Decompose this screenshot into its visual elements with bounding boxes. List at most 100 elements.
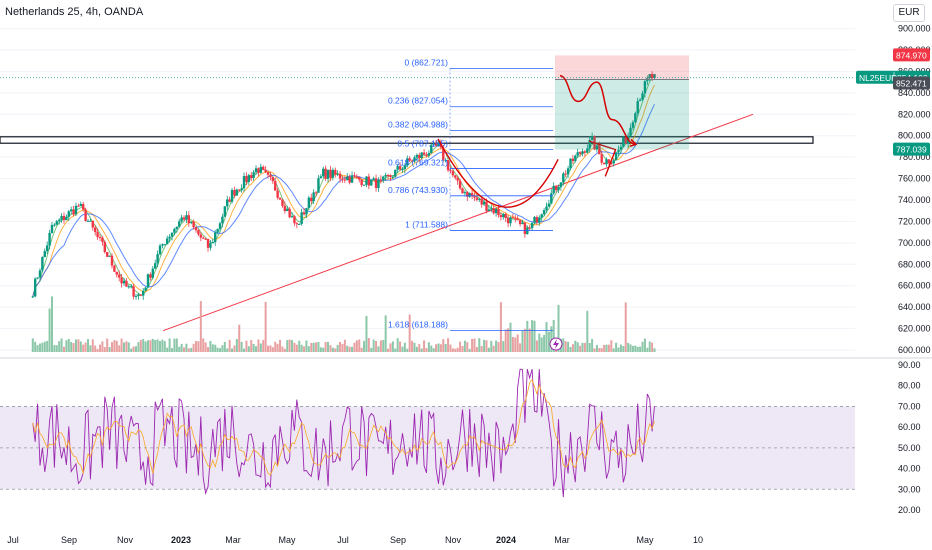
volume-bar	[223, 341, 226, 352]
volume-bar	[586, 310, 589, 352]
volume-bar	[298, 340, 301, 352]
volume-bar	[185, 343, 188, 352]
volume-bar	[53, 345, 56, 352]
volume-bar	[221, 345, 224, 352]
candle-body	[458, 180, 462, 189]
candle-body	[595, 145, 599, 150]
volume-bar	[115, 340, 118, 352]
volume-bar	[103, 347, 106, 352]
candle-body	[401, 169, 404, 171]
candle-body	[379, 179, 383, 181]
candle-body	[48, 232, 51, 246]
volume-bar	[151, 338, 154, 352]
volume-bar	[276, 343, 279, 352]
volume-bar	[197, 341, 200, 352]
volume-bar	[305, 340, 308, 352]
candle-body	[293, 216, 296, 224]
candle-body	[288, 208, 291, 218]
volume-bar	[394, 348, 397, 352]
volume-bar	[271, 347, 274, 352]
volume-bar	[533, 320, 536, 352]
volume-bar	[535, 340, 538, 352]
volume-bar	[55, 345, 58, 352]
volume-bar	[435, 344, 438, 352]
candle-body	[545, 206, 548, 211]
volume-bar	[636, 346, 639, 352]
volume-bar	[643, 338, 646, 352]
ticker-name: NL25EUR	[859, 73, 897, 83]
candle-body	[650, 74, 654, 79]
volume-bar	[639, 346, 642, 352]
volume-bar	[288, 339, 291, 352]
candle-body	[398, 166, 402, 170]
candle-body	[389, 175, 392, 177]
candle-body	[542, 210, 546, 215]
volume-bar	[180, 343, 183, 352]
volume-bar	[231, 348, 234, 352]
candle-body	[156, 254, 159, 264]
candle-body	[199, 234, 203, 238]
price-axis-label: 620.000	[898, 324, 931, 334]
volume-bar	[257, 339, 260, 352]
candle-body	[331, 169, 335, 178]
candle-body	[554, 185, 558, 191]
candle-body	[86, 220, 90, 222]
candle-body	[590, 136, 594, 140]
volume-bar	[132, 346, 135, 352]
candle-body	[622, 137, 625, 147]
price-axis-label: 740.000	[898, 195, 931, 205]
lightning-glyph	[553, 339, 559, 349]
candle-body	[96, 232, 99, 237]
candle-body	[38, 270, 42, 278]
candle-body	[77, 205, 80, 207]
candle-body	[286, 208, 289, 212]
rsi-axis-label: 60.00	[898, 422, 921, 432]
candle-body	[329, 169, 332, 178]
volume-bar	[574, 340, 577, 352]
volume-bar	[451, 348, 454, 352]
volume-bar	[190, 347, 193, 352]
trendline	[162, 113, 754, 332]
volume-bar	[137, 342, 140, 352]
volume-bar	[567, 341, 570, 352]
candle-body	[161, 244, 164, 246]
volume-bar	[547, 331, 550, 352]
time-axis-label: Nov	[445, 535, 462, 545]
volume-bar	[444, 343, 447, 352]
candle-body	[607, 159, 611, 164]
price-axis-label: 640.000	[898, 302, 931, 312]
candle-body	[528, 227, 531, 229]
time-axis-label: May	[636, 535, 654, 545]
fib-label: 0 (862.721)	[405, 58, 449, 68]
volume-bar	[588, 342, 591, 352]
projected-arrow-head	[629, 138, 638, 147]
volume-bar	[250, 340, 253, 352]
candle-body	[413, 157, 416, 162]
target-badge-bg	[893, 142, 930, 156]
volume-bar	[108, 347, 111, 352]
volume-bar	[62, 346, 65, 352]
time-axis-label: Jul	[337, 535, 349, 545]
volume-bar	[50, 296, 53, 352]
volume-bar	[415, 346, 418, 352]
volume-bar	[564, 341, 567, 352]
candle-body	[67, 211, 70, 217]
candle-body	[271, 177, 275, 182]
volume-bar	[82, 344, 85, 352]
candle-body	[636, 101, 639, 114]
candle-body	[386, 174, 390, 176]
volume-bar	[418, 344, 421, 352]
candle-body	[60, 215, 63, 220]
price-axis-label: 680.000	[898, 259, 931, 269]
price-axis-label: 780.000	[898, 152, 931, 162]
volume-bar	[355, 340, 358, 352]
volume-bar	[214, 344, 217, 352]
volume-bar	[113, 340, 116, 352]
volume-bar	[646, 347, 649, 352]
volume-bar	[579, 345, 582, 352]
candle-body	[576, 152, 579, 156]
currency-button[interactable]: EUR	[893, 4, 925, 22]
volume-bar	[351, 346, 354, 352]
volume-bar	[514, 337, 517, 352]
